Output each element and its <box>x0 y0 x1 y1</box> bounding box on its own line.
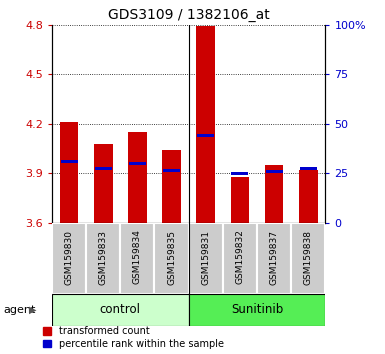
Bar <box>300 167 317 170</box>
Bar <box>231 172 248 175</box>
Bar <box>128 132 147 223</box>
Text: GSM159830: GSM159830 <box>65 229 74 285</box>
Bar <box>266 170 283 173</box>
Bar <box>223 223 257 294</box>
Text: Sunitinib: Sunitinib <box>231 303 283 316</box>
Bar <box>196 27 215 223</box>
Bar <box>299 170 318 223</box>
Legend: transformed count, percentile rank within the sample: transformed count, percentile rank withi… <box>44 326 224 349</box>
Bar <box>154 223 189 294</box>
Bar <box>162 150 181 223</box>
Bar <box>95 167 112 170</box>
Bar <box>189 223 223 294</box>
Bar <box>52 294 189 326</box>
Title: GDS3109 / 1382106_at: GDS3109 / 1382106_at <box>108 8 270 22</box>
Text: ▶: ▶ <box>29 305 36 315</box>
Bar <box>86 223 120 294</box>
Bar <box>189 294 325 326</box>
Text: control: control <box>100 303 141 316</box>
Text: agent: agent <box>4 305 36 315</box>
Text: GSM159837: GSM159837 <box>270 229 279 285</box>
Text: GSM159833: GSM159833 <box>99 229 108 285</box>
Bar <box>197 134 214 137</box>
Bar <box>291 223 325 294</box>
Text: GSM159834: GSM159834 <box>133 229 142 285</box>
Text: GSM159831: GSM159831 <box>201 229 210 285</box>
Bar <box>60 122 79 223</box>
Bar <box>120 223 154 294</box>
Bar <box>264 165 283 223</box>
Bar <box>257 223 291 294</box>
Bar <box>94 144 113 223</box>
Bar <box>129 162 146 165</box>
Text: GSM159835: GSM159835 <box>167 229 176 285</box>
Text: GSM159832: GSM159832 <box>235 229 244 285</box>
Bar <box>163 169 180 172</box>
Bar <box>231 177 249 223</box>
Bar <box>52 223 86 294</box>
Text: GSM159838: GSM159838 <box>304 229 313 285</box>
Bar <box>60 160 77 164</box>
